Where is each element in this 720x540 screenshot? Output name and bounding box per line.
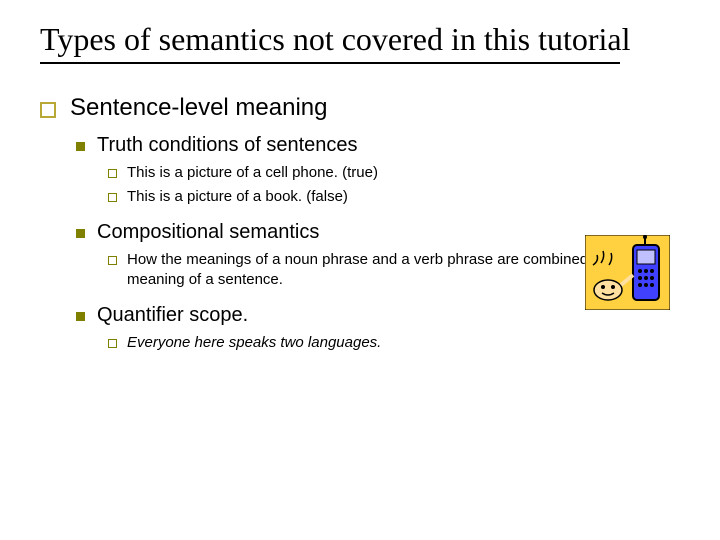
filled-square-bullet-icon <box>76 142 85 151</box>
hollow-small-square-bullet-icon <box>108 256 117 265</box>
hollow-square-bullet-icon <box>40 102 56 118</box>
level1-text: Sentence-level meaning <box>70 94 328 122</box>
level2-text: Compositional semantics <box>97 221 319 244</box>
level3-text: This is a picture of a cell phone. (true… <box>127 163 378 183</box>
hollow-small-square-bullet-icon <box>108 169 117 178</box>
filled-square-bullet-icon <box>76 312 85 321</box>
level3-item: This is a picture of a cell phone. (true… <box>108 163 690 183</box>
cell-phone-clipart-icon <box>585 235 670 310</box>
level3-text: This is a picture of a book. (false) <box>127 187 348 207</box>
level3-item: Everyone here speaks two languages. <box>108 333 690 353</box>
level3-item: This is a picture of a book. (false) <box>108 187 690 207</box>
level3-text: How the meanings of a noun phrase and a … <box>127 250 657 291</box>
filled-square-bullet-icon <box>76 229 85 238</box>
hollow-small-square-bullet-icon <box>108 339 117 348</box>
title-underline <box>40 62 620 64</box>
level3-text-italic: Everyone here speaks two languages. <box>127 333 381 353</box>
slide-container: Types of semantics not covered in this t… <box>0 0 720 377</box>
level1-item: Sentence-level meaning <box>40 94 690 122</box>
level2-item: Truth conditions of sentences <box>76 134 690 157</box>
slide-title: Types of semantics not covered in this t… <box>40 20 690 58</box>
level2-text: Quantifier scope. <box>97 304 248 327</box>
hollow-small-square-bullet-icon <box>108 193 117 202</box>
level2-text: Truth conditions of sentences <box>97 134 358 157</box>
